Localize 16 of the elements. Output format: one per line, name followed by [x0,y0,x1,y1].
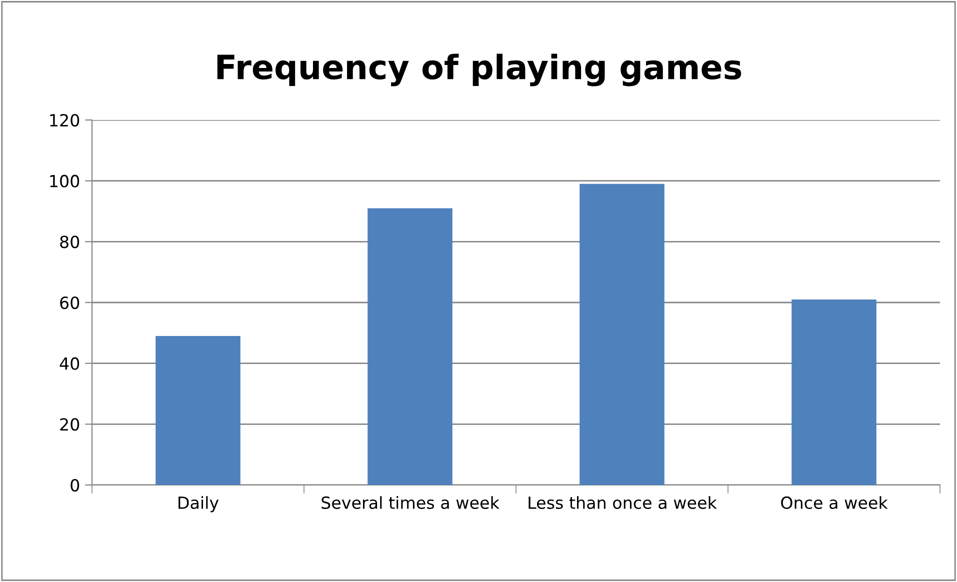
y-tick-label: 80 [60,236,80,248]
bar [792,299,876,485]
y-tick-label: 60 [60,296,80,310]
y-tick-label: 40 [60,357,80,370]
bar [368,208,452,485]
x-tick-label: Several times a week [322,496,500,510]
x-tick-label: Once a week [781,496,888,510]
y-tick-label: 100 [50,174,80,188]
y-tick-label: 0 [70,478,80,492]
chart-title: Frequency of playing games [217,54,742,86]
y-tick-label: 120 [50,114,80,127]
x-tick-label: Less than once a week [528,496,717,510]
y-tick-label: 20 [60,418,80,431]
x-tick-label: Daily [178,496,219,512]
bar [580,184,664,485]
bar [156,336,240,485]
